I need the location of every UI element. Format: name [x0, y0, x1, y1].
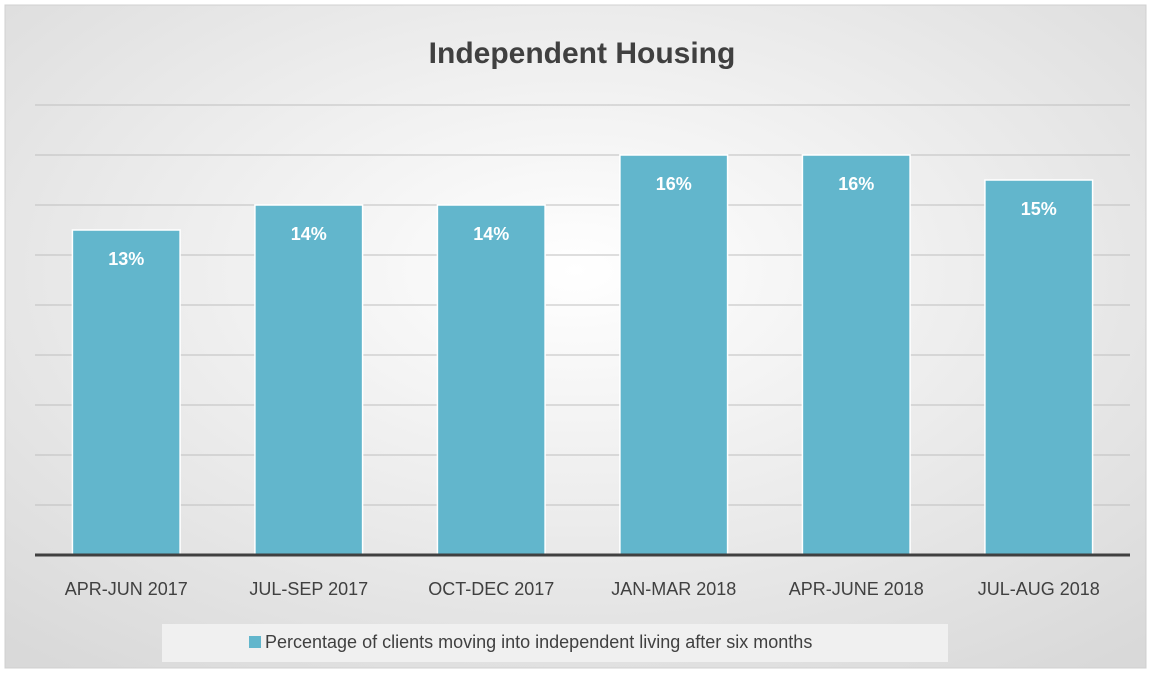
bar	[984, 179, 1094, 556]
x-tick-label: OCT-DEC 2017	[428, 579, 554, 599]
chart-background	[4, 4, 1147, 669]
legend-label: Percentage of clients moving into indepe…	[265, 632, 812, 652]
bar	[801, 154, 911, 556]
x-tick-label: JAN-MAR 2018	[611, 579, 736, 599]
data-label: 15%	[1021, 199, 1057, 219]
data-label: 14%	[473, 224, 509, 244]
data-label: 16%	[656, 174, 692, 194]
x-tick-label: APR-JUN 2017	[65, 579, 188, 599]
data-label: 16%	[838, 174, 874, 194]
x-tick-label: JUL-SEP 2017	[249, 579, 368, 599]
legend-swatch	[249, 636, 261, 648]
x-tick-label: JUL-AUG 2018	[978, 579, 1100, 599]
chart-title: Independent Housing	[429, 37, 736, 70]
legend-box	[162, 624, 948, 662]
data-label: 14%	[291, 224, 327, 244]
bar	[254, 204, 364, 556]
bar	[619, 154, 729, 556]
bar	[71, 229, 181, 556]
data-label: 13%	[108, 249, 144, 269]
bar	[436, 204, 546, 556]
x-tick-label: APR-JUNE 2018	[789, 579, 924, 599]
